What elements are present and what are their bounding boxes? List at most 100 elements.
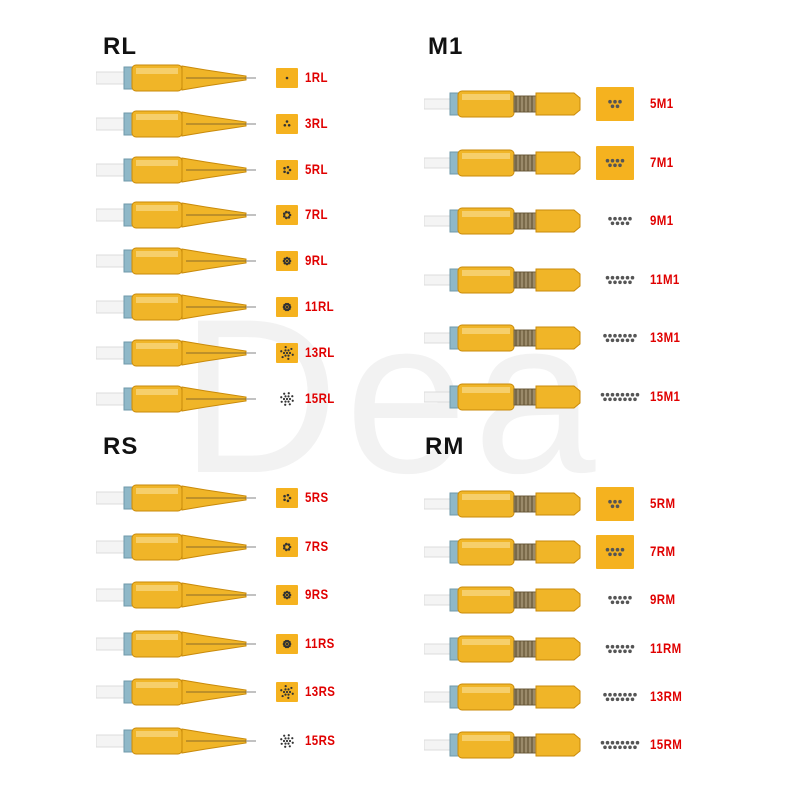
needle-config-swatch xyxy=(276,585,298,606)
needle-pin-pattern xyxy=(282,256,292,266)
cartridge-image xyxy=(96,581,256,609)
needle-label: 13RM xyxy=(650,687,683,704)
cartridge-image xyxy=(96,533,256,561)
needle-pin-pattern xyxy=(282,590,292,600)
cartridge-image xyxy=(424,207,581,235)
needle-pin-pattern xyxy=(608,216,632,226)
needle-pin-pattern xyxy=(608,596,632,605)
needle-row-5rm: 5RM xyxy=(0,484,800,524)
needle-pin-pattern xyxy=(605,275,635,284)
needle-pin-pattern xyxy=(605,644,635,653)
cartridge-image xyxy=(96,484,256,512)
cartridge-image xyxy=(424,490,581,518)
cartridge-image xyxy=(424,538,581,566)
needle-config-swatch xyxy=(276,68,298,88)
needle-config-swatch xyxy=(596,145,634,180)
cartridge-image xyxy=(96,64,256,92)
needle-label: 9RL xyxy=(305,252,328,269)
cartridge-image xyxy=(424,731,581,759)
needle-label: 13RL xyxy=(305,343,335,360)
cartridge-image xyxy=(96,110,256,138)
needle-config-swatch xyxy=(276,633,298,654)
needle-row-9m1: 9M1 xyxy=(0,201,800,241)
needle-pin-pattern xyxy=(603,692,637,701)
needle-config-swatch xyxy=(276,342,298,363)
needle-label: 7RS xyxy=(305,537,329,554)
needle-pin-pattern xyxy=(608,99,622,109)
needle-config-swatch xyxy=(276,251,298,272)
needle-label: 5RS xyxy=(305,489,329,505)
needle-label: 5M1 xyxy=(650,95,674,111)
cartridge-image xyxy=(96,385,256,413)
needle-config-swatch xyxy=(596,535,634,570)
cartridge-image xyxy=(424,383,581,410)
needle-pin-pattern xyxy=(283,119,291,127)
needle-row-7m1: 7M1 xyxy=(0,143,800,183)
needle-pin-pattern xyxy=(600,392,640,401)
needle-label: 13RS xyxy=(305,683,336,700)
needle-row-11m1: 11M1 xyxy=(0,260,800,300)
needle-row-7rs: 7RS xyxy=(0,527,800,567)
needle-config-swatch xyxy=(276,205,298,226)
needle-label: 15RS xyxy=(305,732,336,748)
cartridge-image xyxy=(424,683,581,711)
needle-pin-pattern xyxy=(282,542,292,551)
needle-config-swatch xyxy=(276,682,298,703)
section-title-m1: M1 xyxy=(428,33,464,60)
needle-row-13rs: 13RS xyxy=(0,672,800,712)
needle-label: 7M1 xyxy=(650,153,674,170)
needle-config-swatch xyxy=(276,297,298,317)
needle-config-swatch xyxy=(276,159,298,180)
needle-row-11rs: 11RS xyxy=(0,624,800,664)
needle-label: 9M1 xyxy=(650,212,674,228)
needle-row-15rs: 15RS xyxy=(0,721,800,761)
cartridge-image xyxy=(424,90,581,118)
needle-row-1rl: 1RL xyxy=(0,58,800,98)
needle-label: 9RM xyxy=(650,591,676,608)
needle-row-7rm: 7RM xyxy=(0,532,800,572)
needle-row-11rm: 11RM xyxy=(0,629,800,669)
cartridge-image xyxy=(96,247,256,275)
needle-label: 15RL xyxy=(305,389,335,406)
cartridge-image xyxy=(424,635,581,663)
needle-row-7rl: 7RL xyxy=(0,195,800,235)
needle-pin-pattern xyxy=(603,333,637,343)
needle-row-15rm: 15RM xyxy=(0,725,800,765)
needle-pin-pattern xyxy=(280,685,294,700)
needle-config-swatch xyxy=(596,487,634,521)
needle-pin-pattern xyxy=(600,740,640,750)
needle-pin-pattern xyxy=(282,211,292,220)
needle-row-15m1: 15M1 xyxy=(0,377,800,417)
section-title-rs: RS xyxy=(103,433,139,460)
needle-row-5m1: 5M1 xyxy=(0,84,800,124)
cartridge-image xyxy=(96,156,256,184)
needle-row-9rm: 9RM xyxy=(0,580,800,620)
needle-row-13rl: 13RL xyxy=(0,333,800,373)
needle-row-5rl: 5RL xyxy=(0,150,800,190)
cartridge-image xyxy=(424,586,581,614)
cartridge-image xyxy=(424,324,581,352)
needle-row-11rl: 11RL xyxy=(0,287,800,327)
needle-label: 15RM xyxy=(650,736,683,752)
needle-row-3rl: 3RL xyxy=(0,104,800,144)
cartridge-image xyxy=(424,266,581,293)
needle-pin-pattern xyxy=(605,548,625,557)
needle-label: 5RL xyxy=(305,160,328,177)
needle-config-swatch xyxy=(276,488,298,508)
cartridge-image xyxy=(96,678,256,706)
needle-label: 13M1 xyxy=(650,329,681,345)
needle-label: 7RM xyxy=(650,543,676,560)
needle-label: 9RS xyxy=(305,586,329,603)
needle-pin-pattern xyxy=(280,391,294,406)
needle-label: 11RL xyxy=(305,298,335,314)
section-title-rl: RL xyxy=(103,33,137,60)
needle-label: 11RM xyxy=(650,639,682,656)
needle-pin-pattern xyxy=(282,302,292,312)
cartridge-image xyxy=(96,339,256,367)
needle-pin-pattern xyxy=(282,639,292,648)
cartridge-image xyxy=(96,293,256,321)
needle-row-9rl: 9RL xyxy=(0,241,800,281)
needle-label: 5RM xyxy=(650,495,676,511)
needle-config-swatch xyxy=(276,113,298,134)
cartridge-image xyxy=(424,149,581,176)
